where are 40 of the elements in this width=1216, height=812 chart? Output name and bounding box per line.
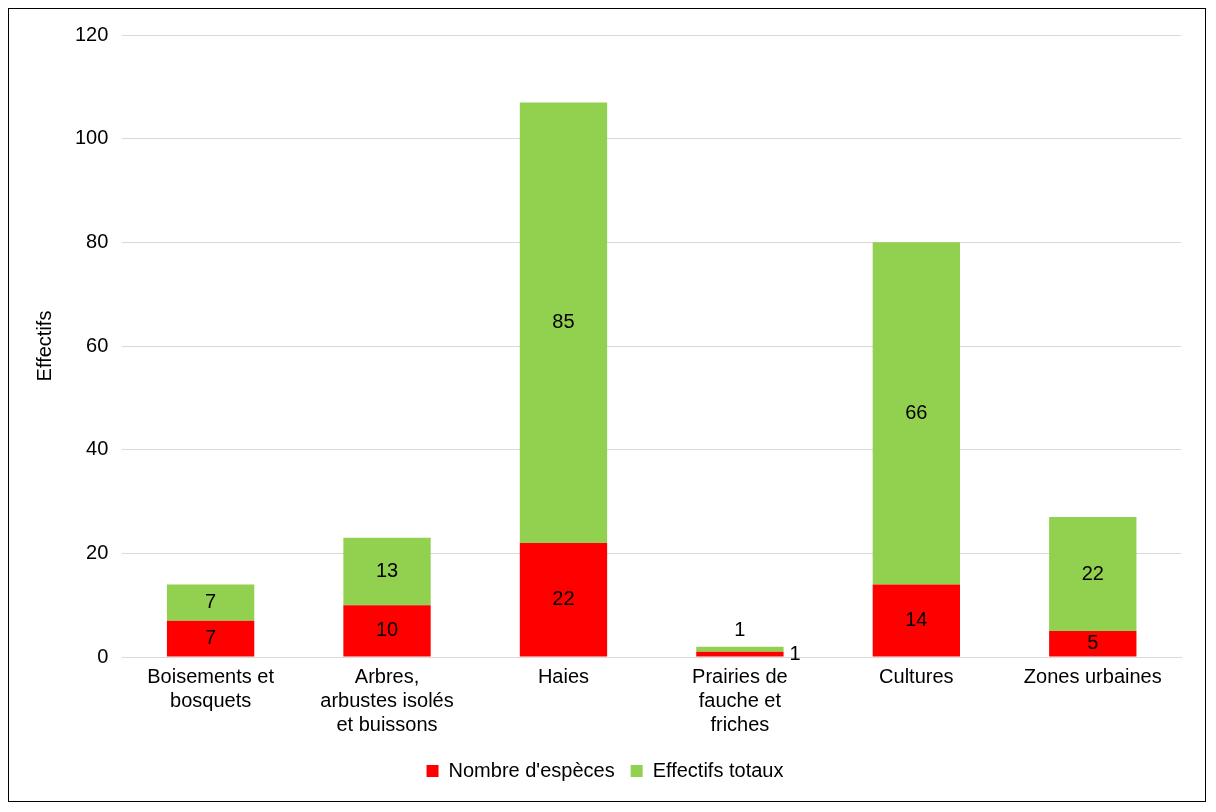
bar	[872, 242, 961, 585]
y-tick-label: 100	[74, 126, 109, 149]
bar	[696, 651, 784, 657]
data-label: 14	[905, 607, 928, 630]
bar	[1049, 517, 1137, 632]
data-label: 85	[552, 310, 575, 333]
data-label: 1	[734, 618, 746, 641]
data-label: 66	[905, 400, 928, 423]
x-tick-label: Prairies de fauche et friches	[692, 664, 788, 735]
y-tick-label: 60	[86, 333, 109, 356]
x-tick-label: Cultures	[879, 664, 954, 687]
data-label: 7	[205, 626, 217, 649]
legend-label: Nombre d'espèces	[448, 758, 615, 781]
y-tick-label: 0	[97, 644, 109, 667]
y-tick-label: 80	[86, 229, 109, 252]
data-label: 22	[1081, 561, 1104, 584]
legend-label: Effectifs totaux	[652, 758, 784, 781]
y-tick-label: 20	[86, 540, 109, 563]
bar	[343, 605, 431, 657]
bar	[696, 646, 784, 652]
bar	[343, 537, 431, 606]
data-label: 10	[375, 618, 399, 641]
y-tick-label: 120	[74, 22, 109, 45]
data-label: 13	[375, 558, 399, 581]
bar	[519, 542, 608, 657]
x-tick-label: Zones urbaines	[1023, 664, 1162, 687]
bar	[872, 584, 961, 657]
data-label: 7	[205, 590, 217, 613]
y-axis-title: Effectifs	[32, 310, 55, 382]
data-label: 5	[1087, 631, 1099, 654]
data-label: 22	[552, 587, 575, 610]
y-tick-label: 40	[86, 437, 109, 460]
bar	[166, 584, 255, 621]
x-tick-label: Haies	[537, 664, 590, 687]
bar	[166, 620, 255, 657]
x-tick-label: Arbres, arbustes isolés et buissons	[320, 664, 454, 735]
x-tick-label: Boisements et bosquets	[147, 664, 275, 711]
bar	[519, 102, 608, 543]
data-label: 1	[789, 641, 801, 664]
bar	[1049, 631, 1137, 657]
